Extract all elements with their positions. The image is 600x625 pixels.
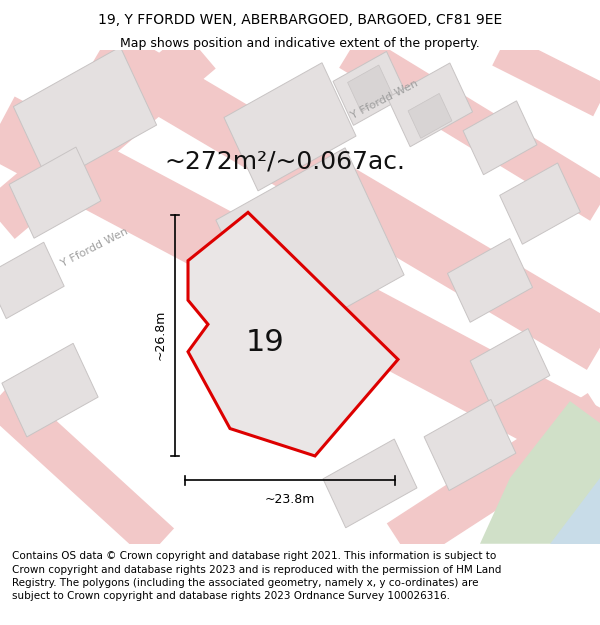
Polygon shape	[463, 101, 537, 175]
Polygon shape	[13, 47, 157, 185]
Polygon shape	[388, 63, 473, 147]
Polygon shape	[448, 239, 533, 322]
Text: ~23.8m: ~23.8m	[265, 493, 315, 506]
Polygon shape	[424, 399, 516, 491]
Polygon shape	[408, 93, 452, 138]
Polygon shape	[500, 163, 580, 244]
Polygon shape	[0, 242, 64, 319]
Polygon shape	[188, 213, 398, 456]
Polygon shape	[224, 62, 356, 191]
Polygon shape	[480, 401, 600, 544]
Polygon shape	[470, 329, 550, 408]
Polygon shape	[347, 65, 392, 112]
Text: ~272m²/~0.067ac.: ~272m²/~0.067ac.	[164, 150, 406, 174]
Text: Y Ffordd Wen: Y Ffordd Wen	[350, 78, 420, 121]
Text: Contains OS data © Crown copyright and database right 2021. This information is : Contains OS data © Crown copyright and d…	[12, 551, 502, 601]
Polygon shape	[9, 147, 101, 238]
Polygon shape	[323, 439, 417, 528]
Text: ~26.8m: ~26.8m	[154, 310, 167, 361]
Polygon shape	[550, 478, 600, 544]
Text: 19, Y FFORDD WEN, ABERBARGOED, BARGOED, CF81 9EE: 19, Y FFORDD WEN, ABERBARGOED, BARGOED, …	[98, 12, 502, 27]
Polygon shape	[216, 148, 404, 347]
Polygon shape	[2, 343, 98, 437]
Text: 19: 19	[246, 328, 285, 357]
Polygon shape	[333, 51, 407, 126]
Text: Map shows position and indicative extent of the property.: Map shows position and indicative extent…	[120, 37, 480, 50]
Text: Y Ffordd Wen: Y Ffordd Wen	[60, 226, 130, 269]
